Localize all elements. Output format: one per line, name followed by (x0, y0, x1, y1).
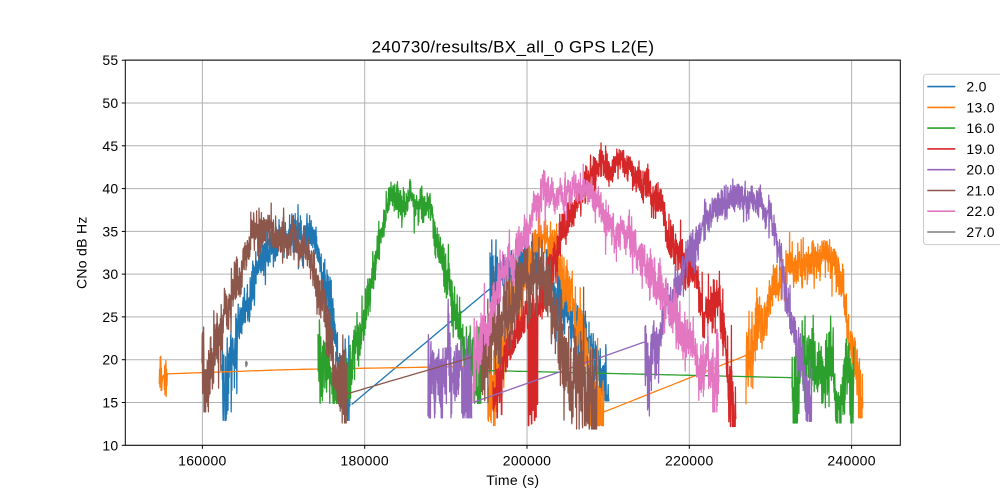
svg-text:27.0: 27.0 (966, 224, 994, 240)
svg-text:10: 10 (102, 437, 118, 453)
svg-text:19.0: 19.0 (966, 141, 994, 157)
svg-text:2.0: 2.0 (966, 79, 986, 95)
svg-text:240730/results/BX_all_0 GPS L2: 240730/results/BX_all_0 GPS L2(E) (372, 38, 655, 57)
svg-text:200000: 200000 (503, 453, 552, 469)
svg-text:160000: 160000 (178, 453, 227, 469)
svg-text:15: 15 (102, 395, 118, 411)
svg-text:30: 30 (102, 266, 118, 282)
svg-text:20.0: 20.0 (966, 162, 994, 178)
svg-text:55: 55 (102, 52, 118, 68)
svg-text:180000: 180000 (340, 453, 389, 469)
svg-text:21.0: 21.0 (966, 183, 994, 199)
svg-text:22.0: 22.0 (966, 203, 994, 219)
svg-text:240000: 240000 (827, 453, 876, 469)
svg-text:220000: 220000 (665, 453, 714, 469)
svg-text:40: 40 (102, 181, 118, 197)
svg-text:13.0: 13.0 (966, 99, 994, 115)
svg-text:50: 50 (102, 95, 118, 111)
svg-text:45: 45 (102, 138, 118, 154)
svg-text:Time (s): Time (s) (486, 472, 539, 488)
svg-text:35: 35 (102, 223, 118, 239)
svg-text:25: 25 (102, 309, 118, 325)
svg-text:CNo dB Hz: CNo dB Hz (74, 216, 90, 289)
svg-text:20: 20 (102, 352, 118, 368)
svg-text:16.0: 16.0 (966, 120, 994, 136)
